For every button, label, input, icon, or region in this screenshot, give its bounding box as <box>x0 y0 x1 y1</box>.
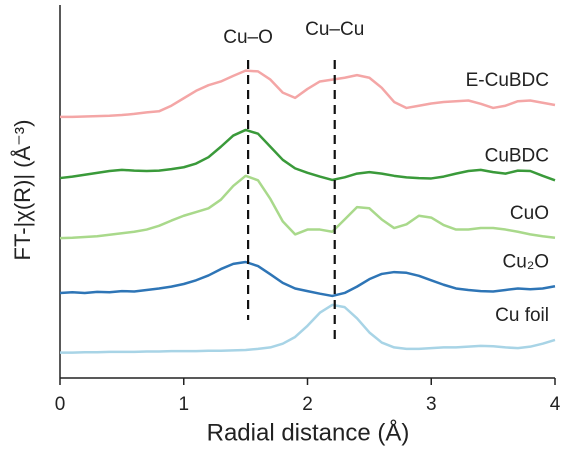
x-axis-label: Radial distance (Å) <box>207 418 410 446</box>
annotation-label: Cu–O <box>223 27 273 48</box>
x-tick-label: 2 <box>302 394 313 415</box>
annotation-label: Cu–Cu <box>305 19 364 40</box>
x-tick-label: 0 <box>55 394 66 415</box>
series-line <box>59 260 556 298</box>
x-tick-label: 3 <box>426 394 437 415</box>
series-line <box>60 69 556 119</box>
x-tick-label: 4 <box>550 394 561 415</box>
series-line <box>59 128 556 182</box>
series-line <box>59 174 556 240</box>
series-label: CuBDC <box>485 145 549 166</box>
series-label: E-CuBDC <box>466 70 549 91</box>
series-line <box>60 303 556 354</box>
x-tick-label: 1 <box>178 394 189 415</box>
series-label: CuO <box>510 203 549 224</box>
y-axis-label: FT-|χ(R)| (Å⁻³) <box>10 120 35 261</box>
series-label: Cu₂O <box>503 251 549 272</box>
series-label: Cu foil <box>495 305 549 326</box>
